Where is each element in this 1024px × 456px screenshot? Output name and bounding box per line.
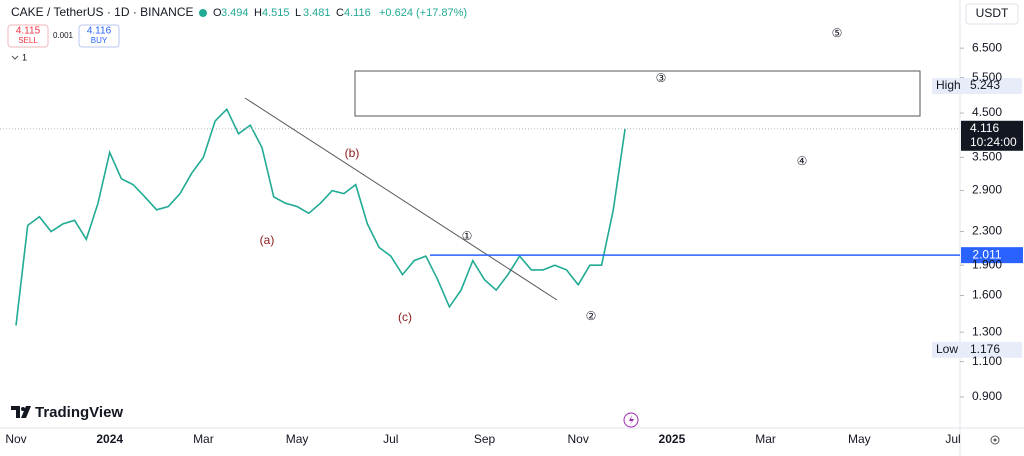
level-box	[961, 247, 1023, 264]
sell-button[interactable]: 4.115 SELL	[7, 24, 49, 48]
ohlc: O 3.494 H 4.515 L 3.481 C 4.116	[213, 7, 371, 19]
target-box	[354, 70, 921, 117]
change: +0.624 (+17.87%)	[379, 7, 467, 19]
wave-label: (c)	[398, 310, 412, 324]
price-label-box	[932, 341, 1022, 358]
buy-label[interactable]: BUY	[91, 36, 108, 45]
settings-icon[interactable]	[990, 435, 1000, 445]
price-label-box	[932, 78, 1022, 95]
wave-label: ③	[656, 71, 667, 85]
lightning-button[interactable]	[623, 412, 639, 428]
logo: TradingView	[11, 404, 123, 421]
y-tick-label: 2.900	[972, 183, 1002, 197]
y-tick-label: 1.300	[972, 324, 1002, 338]
level-label: 2.011	[972, 247, 1001, 261]
chevron[interactable]	[11, 55, 19, 60]
wave-label: ①	[462, 229, 473, 243]
buy-box[interactable]	[78, 24, 120, 48]
price-label-value: 1.176	[970, 342, 1000, 356]
logo-dot	[21, 407, 25, 411]
y-tick-label: 4.500	[972, 105, 1002, 119]
sell-label[interactable]: SELL	[18, 36, 38, 45]
sell-box[interactable]	[7, 24, 49, 48]
brand: TradingView	[35, 404, 123, 421]
y-tick-label: 3.500	[972, 150, 1002, 164]
last-price-box	[961, 120, 1023, 151]
ohlc-key: O	[213, 7, 222, 19]
y-tick-label: 2.300	[972, 224, 1002, 238]
wave-label: ④	[797, 154, 808, 168]
plot-area	[0, 47, 964, 398]
x-tick-label: Jul	[383, 432, 398, 446]
ohlc-key: L	[295, 7, 301, 19]
x-tick-label: Sep	[474, 432, 496, 446]
x-tick-label: Mar	[755, 432, 776, 446]
collapse-toggle[interactable]: 1	[11, 52, 27, 62]
x-tick-label: Jul	[945, 432, 960, 446]
sell-price[interactable]: 4.115	[16, 26, 41, 37]
spread: 0.001	[53, 31, 74, 40]
ohlc-value: 4.515	[262, 7, 290, 19]
buy-price[interactable]: 4.116	[87, 26, 112, 37]
price-line	[15, 107, 626, 326]
collapse-count[interactable]: 1	[22, 52, 27, 62]
price-label-name: Low	[936, 342, 958, 356]
buy-button[interactable]: 4.116 BUY	[78, 24, 120, 48]
ohlc-key: H	[254, 7, 262, 19]
x-tick-label: 2025	[659, 432, 686, 446]
y-tick-label: 6.500	[972, 40, 1002, 54]
x-tick-label: 2024	[96, 432, 123, 446]
ohlc-value: 3.481	[303, 7, 331, 19]
y-tick-label: 1.900	[972, 257, 1002, 271]
x-tick-label: Nov	[5, 432, 26, 446]
currency[interactable]: USDT	[976, 6, 1009, 20]
ohlc-value: 3.494	[221, 7, 249, 19]
wave-label: ⑤	[832, 26, 843, 40]
logo-icon	[11, 406, 31, 418]
ohlc-key: C	[336, 7, 344, 19]
wave-label: (b)	[345, 146, 360, 160]
wave-label: ②	[586, 309, 597, 323]
currency-button[interactable]: USDT	[965, 3, 1019, 25]
x-tick-label: May	[848, 432, 871, 446]
last-price: 4.116	[970, 121, 999, 135]
currency-box[interactable]	[965, 3, 1019, 25]
y-tick-label: 1.100	[972, 354, 1002, 368]
ohlc-value: 4.116	[344, 7, 371, 19]
settings-button[interactable]	[990, 435, 1000, 445]
trend-line	[244, 97, 558, 301]
y-tick-label: 1.600	[972, 288, 1002, 302]
settings-dot[interactable]	[993, 438, 997, 442]
symbol: CAKE / TetherUS · 1D · BINANCE	[11, 5, 194, 19]
wave-label: (a)	[260, 233, 275, 247]
y-tick-label: 5.500	[972, 70, 1002, 84]
lightning-icon[interactable]	[629, 415, 634, 425]
y-tick-label: 0.900	[972, 389, 1002, 403]
countdown: 10:24:00	[970, 135, 1017, 149]
x-tick-label: Nov	[568, 432, 589, 446]
status-dot	[199, 9, 207, 17]
x-tick-label: Mar	[193, 432, 214, 446]
x-tick-label: May	[286, 432, 309, 446]
price-label-value: 5.243	[970, 78, 1000, 92]
price-label-name: High	[936, 78, 961, 92]
